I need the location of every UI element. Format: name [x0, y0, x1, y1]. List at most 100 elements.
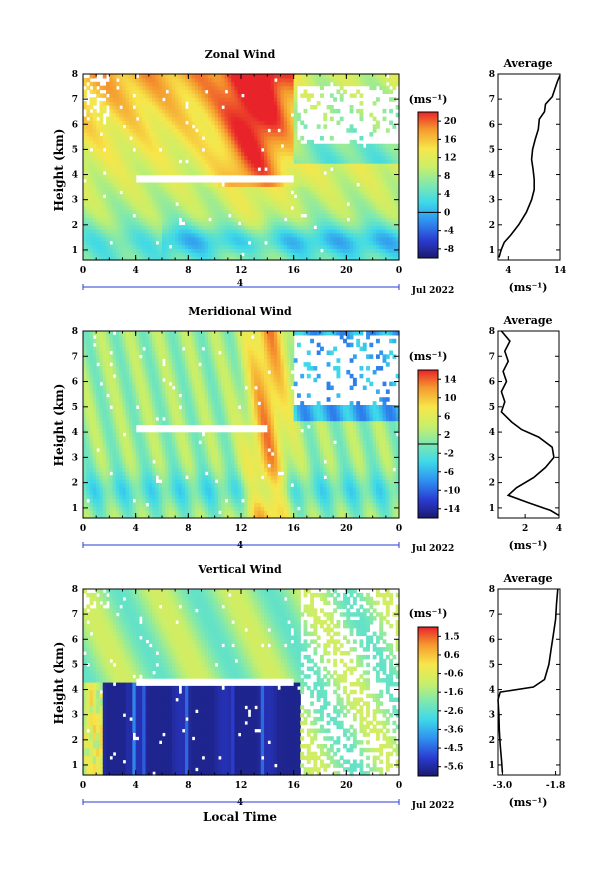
- heatmap-cell: [175, 77, 180, 83]
- heatmap-cell: [385, 170, 390, 176]
- y-tick-label: 8: [72, 70, 78, 80]
- heatmap-cell: [366, 186, 370, 191]
- heatmap-cell: [125, 136, 130, 141]
- heatmap-cell: [227, 120, 232, 125]
- heatmap-cell: [86, 120, 91, 125]
- heatmap-cell: [349, 201, 354, 207]
- heatmap-cell: [201, 101, 206, 106]
- heatmap-cell: [178, 136, 183, 141]
- heatmap-cell: [379, 221, 384, 226]
- heatmap-cell: [112, 163, 117, 168]
- heatmap-cell: [283, 143, 288, 149]
- heatmap-cell: [129, 256, 133, 261]
- heatmap-cell: [283, 159, 288, 164]
- heatmap-cell: [96, 506, 101, 511]
- heatmap-cell: [83, 248, 87, 253]
- heatmap-cell: [106, 124, 110, 129]
- heatmap-cell: [168, 236, 173, 242]
- heatmap-cell: [89, 116, 94, 122]
- heatmap-cell: [92, 120, 97, 125]
- heatmap-cell: [356, 232, 361, 238]
- heatmap-cell: [138, 101, 143, 106]
- heatmap-cell: [329, 205, 334, 211]
- heatmap-cell: [208, 190, 212, 195]
- heatmap-cell: [224, 108, 229, 114]
- heatmap-cell: [227, 101, 232, 106]
- heatmap-cell: [369, 112, 374, 118]
- heatmap-cell: [280, 167, 285, 172]
- heatmap-cell: [181, 89, 186, 94]
- heatmap-cell: [115, 436, 120, 441]
- heatmap-cell: [260, 159, 265, 164]
- heatmap-cell: [227, 77, 232, 83]
- heatmap-cell: [313, 159, 318, 164]
- heatmap-cell: [168, 229, 173, 234]
- heatmap-cell: [112, 186, 117, 191]
- heatmap-cell: [221, 81, 226, 87]
- heatmap-cell: [204, 112, 209, 118]
- heatmap-cell: [119, 151, 124, 156]
- heatmap-cell: [191, 244, 196, 249]
- heatmap-cell: [109, 455, 114, 461]
- heatmap-cell: [211, 248, 216, 253]
- heatmap-cell: [224, 229, 229, 234]
- heatmap-cell: [323, 112, 328, 118]
- heatmap-cell: [158, 151, 163, 156]
- heatmap-cell: [148, 93, 153, 98]
- heatmap-cell: [372, 225, 377, 230]
- heatmap-cell: [280, 139, 285, 145]
- heatmap-cell: [323, 256, 328, 261]
- heatmap-cell: [257, 112, 262, 118]
- heatmap-cell: [125, 440, 130, 445]
- heatmap-cell: [316, 163, 321, 168]
- heatmap-cell: [119, 366, 124, 371]
- heatmap-cell: [296, 248, 301, 253]
- heatmap-cell: [211, 232, 216, 238]
- heatmap-cell: [264, 225, 268, 230]
- heatmap-cell: [188, 101, 193, 106]
- heatmap-cell: [237, 85, 242, 91]
- heatmap-cell: [198, 209, 203, 215]
- heatmap-cell: [316, 194, 321, 199]
- heatmap-cell: [129, 85, 133, 91]
- heatmap-cell: [204, 256, 209, 261]
- heatmap-cell: [244, 112, 249, 118]
- heatmap-cell: [201, 194, 206, 199]
- heatmap-cell: [366, 194, 370, 199]
- heatmap-cell: [119, 490, 124, 496]
- heatmap-cell: [86, 440, 91, 445]
- heatmap-cell: [208, 159, 212, 164]
- heatmap-cell: [138, 244, 143, 249]
- heatmap-cell: [158, 101, 163, 106]
- heatmap-cell: [250, 139, 255, 145]
- heatmap-cell: [362, 240, 367, 246]
- heatmap-cell: [320, 205, 324, 211]
- heatmap-cell: [352, 81, 357, 87]
- heatmap-cell: [290, 74, 295, 79]
- heatmap-cell: [198, 143, 203, 149]
- heatmap-cell: [171, 221, 176, 226]
- heatmap-cell: [129, 186, 133, 191]
- heatmap-cell: [385, 128, 390, 133]
- heatmap-cell: [217, 132, 222, 137]
- heatmap-cell: [125, 424, 130, 429]
- heatmap-cell: [96, 385, 101, 391]
- heatmap-cell: [158, 108, 163, 114]
- heatmap-cell: [270, 108, 275, 114]
- heatmap-cell: [125, 139, 130, 145]
- heatmap-cell: [329, 182, 334, 187]
- heatmap-cell: [290, 85, 295, 91]
- heatmap-cell: [138, 128, 143, 133]
- heatmap-cell: [92, 397, 97, 402]
- heatmap-cell: [125, 85, 130, 91]
- heatmap-cell: [339, 85, 344, 91]
- heatmap-cell: [372, 77, 377, 83]
- heatmap-cell: [389, 236, 394, 242]
- heatmap-cell: [356, 248, 361, 253]
- heatmap-cell: [109, 475, 114, 480]
- heatmap-cell: [175, 213, 180, 218]
- heatmap-cell: [158, 163, 163, 168]
- heatmap-cell: [171, 124, 176, 129]
- heatmap-cell: [290, 236, 295, 242]
- heatmap-cell: [181, 132, 186, 137]
